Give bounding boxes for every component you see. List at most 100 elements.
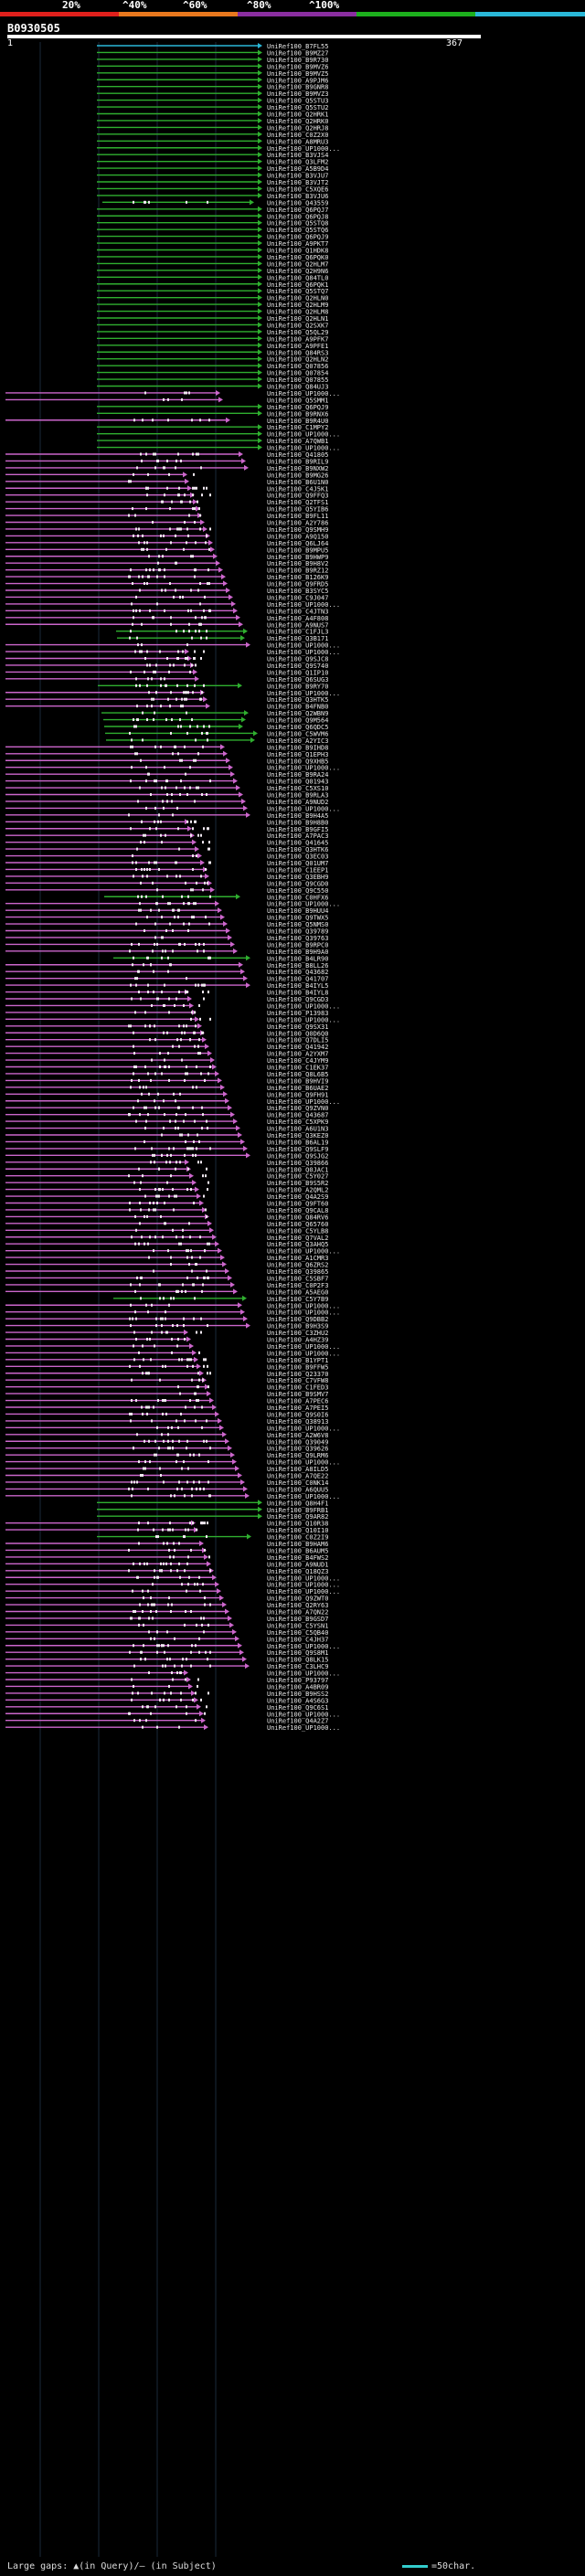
hit-arrow [258,240,262,247]
hit-row: UniRef100_B9MZ27 [97,49,328,57]
gap-marker [150,1596,152,1600]
hit-arrow [225,1438,229,1445]
hit-row: UniRef100_Q5STQ7 [97,288,328,295]
gap-marker [192,486,194,490]
gap-marker [131,1678,133,1681]
gap-marker [200,1698,202,1701]
gap-marker [186,1147,188,1150]
gap-marker [134,752,136,756]
gap-marker [176,1194,177,1198]
gap-marker [135,983,137,987]
hit-row: UniRef100_C0NK14 [5,1479,328,1487]
gap-marker [131,1698,133,1701]
hit-row: UniRef100_B9HWP9 [5,553,328,561]
legend-segment [119,12,238,16]
gap-marker [173,595,175,599]
gap-marker [139,1113,141,1117]
gap-marker [194,1119,196,1123]
gap-marker [141,459,143,462]
gap-marker [139,1222,141,1225]
gap-marker [132,507,133,511]
gap-marker [164,609,165,612]
hit-arrow [244,464,249,471]
gap-marker [136,1433,138,1436]
gap-marker [165,949,166,953]
gap-marker [158,908,160,912]
hit-row: UniRef100_A2YXM7 [5,1050,328,1058]
gap-marker [164,983,165,987]
hit-label: UniRef100_Q5STQ7 [267,288,328,295]
hit-label: UniRef100_Q3B171 [267,635,328,642]
gap-marker [137,1099,139,1103]
gap-marker [201,793,203,796]
gap-marker [165,929,167,932]
hit-label: UniRef100_Q07854 [267,370,328,377]
hit-label: UniRef100_Q2HRJ8 [267,124,328,132]
hit-arrow [222,1261,227,1267]
gap-marker [142,1705,144,1709]
hit-arrow [207,1220,212,1226]
gap-marker [167,1426,169,1429]
gap-marker [197,1052,199,1055]
gap-marker [187,534,189,537]
gap-marker [162,895,164,898]
hit-label: UniRef100_UP1000... [267,1582,340,1589]
hit-arrow [188,1683,193,1690]
gap-marker [176,1289,177,1293]
gap-marker [166,1542,168,1545]
gap-marker [206,1119,207,1123]
gap-marker [194,575,196,578]
hit-row: UniRef100_B3VJS4 [97,152,328,159]
gap-marker [203,1630,205,1634]
gap-marker [193,902,195,906]
gap-marker [152,1583,154,1586]
gap-marker [209,1664,211,1668]
gap-marker [161,1330,163,1334]
hit-arrow [230,941,235,948]
hit-label: UniRef100_Q2HLN1 [267,315,328,323]
hit-arrow [258,260,262,267]
hit-label: UniRef100_B6AL19 [267,1139,328,1146]
hit-arrow [246,811,250,818]
gap-marker [169,1658,171,1661]
gap-marker [140,650,142,653]
gap-marker [144,1242,145,1246]
gap-marker [130,827,132,831]
gap-marker [135,1228,137,1232]
gap-marker [187,1467,189,1470]
gap-marker [202,745,204,748]
hit-row: UniRef100_Q3AHQ5 [5,1241,328,1248]
gap-marker [199,1017,201,1021]
hit-row: UniRef100_B4FNB0 [5,703,328,711]
gap-marker [192,1147,194,1150]
hit-arrow [194,1356,198,1362]
gap-marker [138,1521,140,1525]
gap-marker [209,1650,211,1654]
gap-marker [147,677,149,681]
hit-arrow [204,1724,208,1731]
hit-label: UniRef100_Q2HRK0 [267,118,328,125]
hit-label: UniRef100_Q4A2Z7 [267,1718,328,1725]
gap-marker [196,1487,197,1490]
gap-marker [193,916,195,919]
hit-label: UniRef100_Q41707 [267,976,328,983]
gap-marker [145,1086,147,1089]
gap-marker [154,1603,155,1606]
gap-marker [207,1324,208,1328]
gap-marker [136,636,138,640]
gap-marker [176,561,177,565]
hit-arrow [258,219,262,226]
gap-marker [147,1113,149,1117]
hit-row: UniRef100_Q2HLM8 [97,308,328,316]
gap-marker [160,684,162,687]
gap-marker [163,1562,165,1565]
gap-marker [192,555,194,558]
gap-marker [202,1174,204,1178]
gap-marker [165,684,166,687]
hit-label: UniRef100_Q2H9N6 [267,268,328,275]
gap-marker [163,398,165,401]
gap-marker [170,1569,172,1573]
gap-marker [154,779,155,783]
gap-marker [178,1358,180,1362]
hit-arrow [247,1533,251,1540]
